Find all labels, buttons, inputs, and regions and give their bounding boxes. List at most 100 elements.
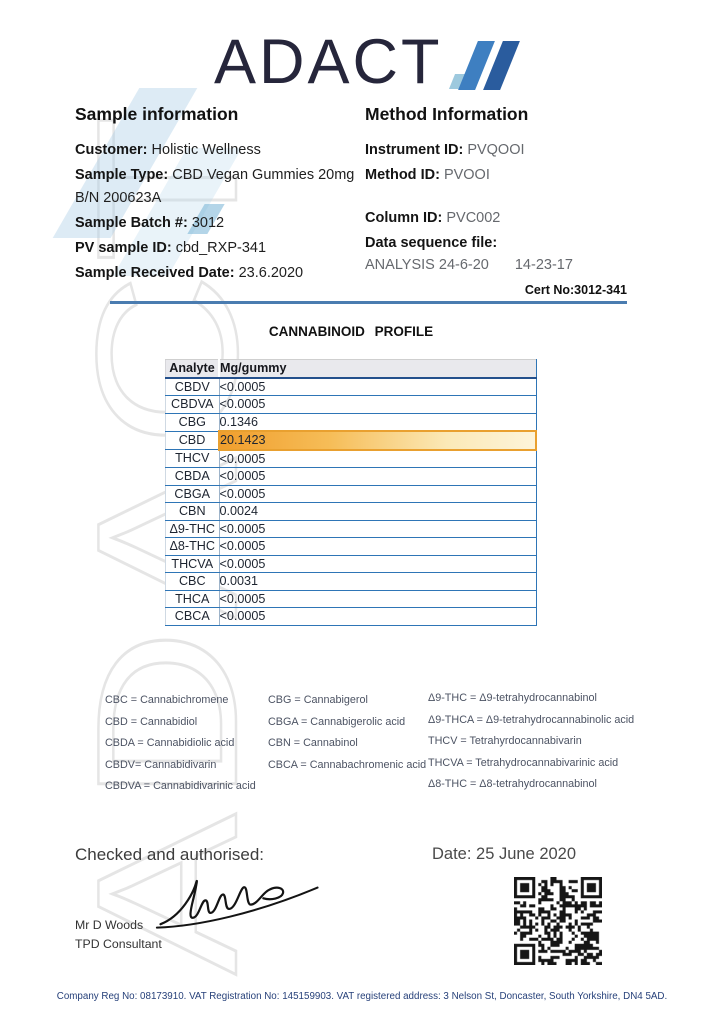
value-cell: <0.0005 xyxy=(219,555,537,573)
table-row: CBGA <0.0005 xyxy=(165,485,537,503)
value-cell: <0.0005 xyxy=(219,537,537,556)
method-information-fields-top: Instrument ID: PVQOOI Method ID: PVOOI xyxy=(365,139,665,187)
adact-logo-text: ADACT xyxy=(214,27,443,97)
field-label: Sample Received Date: xyxy=(75,265,235,281)
method-information-fields-bottom: Column ID: PVC002 Data sequence file: xyxy=(365,207,665,255)
legend-item: CBN = Cannabinol xyxy=(268,737,358,749)
field-label: Data sequence file: xyxy=(365,235,498,251)
legend-column: CBG = Cannabigerol CBGA = Cannabigerolic … xyxy=(268,690,426,776)
data-sequence-file-line: ANALYSIS 24-6-20 14-23-17 xyxy=(365,257,665,273)
legend-item: THCV = Tetrahyrdocannabivarin xyxy=(428,735,582,747)
mg-gummy-column-header: Mg/gummy xyxy=(219,359,537,379)
value-cell: 0.1346 xyxy=(219,413,537,432)
signatory-name: Mr D Woods xyxy=(75,918,144,932)
analyte-cell: Δ9-THC xyxy=(165,520,220,538)
table-row: CBN 0.0024 xyxy=(165,502,537,521)
analyte-cell: THCVA xyxy=(165,555,220,573)
field-value: PVQOOI xyxy=(467,142,525,158)
table-header-row: Analyte Mg/gummy xyxy=(165,359,537,379)
analyte-cell: THCV xyxy=(165,449,220,468)
info-field: Instrument ID: PVQOOI xyxy=(365,139,665,162)
info-field: Sample Received Date: 23.6.2020 xyxy=(75,262,375,285)
field-label: Customer: xyxy=(75,142,148,158)
field-label: Instrument ID: xyxy=(365,142,464,158)
value-cell: 0.0031 xyxy=(219,572,537,591)
signature-icon xyxy=(155,879,319,929)
field-value: 23.6.2020 xyxy=(238,265,304,281)
legend-column: Δ9-THC = Δ9-tetrahydrocannabinol Δ9-THCA … xyxy=(428,688,634,796)
method-information-section: Method Information Instrument ID: PVQOOI… xyxy=(365,104,665,273)
field-value: PVOOI xyxy=(443,167,490,183)
field-value: 3012 xyxy=(191,215,225,231)
table-row: CBCA <0.0005 xyxy=(165,607,537,626)
table-row: THCA <0.0005 xyxy=(165,590,537,608)
legend-item: CBG = Cannabigerol xyxy=(268,694,368,706)
field-label: Sample Batch #: xyxy=(75,215,188,231)
value-cell: <0.0005 xyxy=(219,590,537,608)
analyte-cell: Δ8-THC xyxy=(165,537,220,556)
analyte-cell: CBGA xyxy=(165,485,220,503)
info-field: Sample Batch #: 3012 xyxy=(75,212,375,235)
analyte-cell: CBDVA xyxy=(165,395,220,414)
analyte-table-body: CBDV <0.0005 CBDVA <0.0005 CBG 0.1346 CBD 20.14… xyxy=(165,377,537,626)
field-label: Sample Type: xyxy=(75,167,169,183)
info-field: Data sequence file: xyxy=(365,232,665,255)
legend-item: CBDVA = Cannabidivarinic acid xyxy=(105,780,256,792)
table-row: CBDA <0.0005 xyxy=(165,467,537,486)
analyte-column-header: Analyte xyxy=(165,359,220,379)
sample-information-section: Sample information Customer: Holistic We… xyxy=(75,104,375,287)
value-cell: <0.0005 xyxy=(219,395,537,414)
table-row: Δ9-THC <0.0005 xyxy=(165,520,537,538)
info-field: Sample Type: CBD Vegan Gummies 20mg B/N … xyxy=(75,164,375,210)
analyte-cell: CBCA xyxy=(165,607,220,626)
legend-item: CBD = Cannabidiol xyxy=(105,715,198,728)
analyte-cell: CBG xyxy=(165,413,220,432)
sample-information-fields: Customer: Holistic Wellness Sample Type: … xyxy=(75,139,375,285)
cannabinoid-profile-table: Analyte Mg/gummy CBDV <0.0005 CBDVA <0.0005… xyxy=(165,359,537,626)
cannabinoid-profile-title: CANNABINOID PROFILE xyxy=(268,324,434,339)
sequence-file-name: ANALYSIS 24-6-20 xyxy=(365,257,489,273)
legend-item: Δ9-THC = Δ9-tetrahydrocannabinol xyxy=(428,692,597,704)
table-row: CBD 20.1423 xyxy=(165,430,537,451)
table-row: THCV <0.0005 xyxy=(165,449,537,468)
table-row: CBG 0.1346 xyxy=(165,413,537,432)
table-row: CBC 0.0031 xyxy=(165,572,537,591)
field-value: Holistic Wellness xyxy=(151,142,261,158)
qr-code-icon xyxy=(514,877,602,965)
company-registration-footer: Company Reg No: 08173910. VAT Registrati… xyxy=(56,991,668,1002)
value-cell: 20.1423 xyxy=(218,430,537,451)
legend-item: CBC = Cannabichromene xyxy=(105,694,229,706)
legend-item: CBGA = Cannabigerolic acid xyxy=(268,715,406,728)
info-field: Column ID: PVC002 xyxy=(365,207,665,230)
analyte-cell: CBC xyxy=(165,572,220,591)
info-field: Method ID: PVOOI xyxy=(365,164,665,187)
signatory-role: TPD Consultant xyxy=(75,937,162,951)
sample-information-title: Sample information xyxy=(75,104,239,124)
field-value: PVC002 xyxy=(446,210,501,226)
legend-item: Δ9-THCA = Δ9-tetrahydrocannabinolic acid xyxy=(428,713,635,726)
table-row: Δ8-THC <0.0005 xyxy=(165,537,537,556)
legend-item: Δ8-THC = Δ8-tetrahydrocannabinol xyxy=(428,778,597,790)
legend-item: THCVA = Tetrahydrocannabivarinic acid xyxy=(428,756,619,769)
value-cell: <0.0005 xyxy=(219,377,537,396)
date-label: Date: 25 June 2020 xyxy=(432,845,577,863)
value-cell: <0.0005 xyxy=(219,467,537,486)
field-value: CBD Vegan Gummies 20mg B/N 200623A xyxy=(75,167,355,206)
legend-item: CBDV= Cannabidivarin xyxy=(105,758,217,771)
method-information-title: Method Information xyxy=(365,104,529,124)
adact-logo-mark-icon xyxy=(448,41,520,93)
info-field: Customer: Holistic Wellness xyxy=(75,139,375,162)
table-row: CBDV <0.0005 xyxy=(165,377,537,396)
analyte-cell: CBDA xyxy=(165,467,220,486)
value-cell: 0.0024 xyxy=(219,502,537,521)
table-row: CBDVA <0.0005 xyxy=(165,395,537,414)
checked-authorised-label: Checked and authorised: xyxy=(75,845,265,864)
analyte-cell: THCA xyxy=(165,590,220,608)
field-label: Method ID: xyxy=(365,167,440,183)
value-cell: <0.0005 xyxy=(219,607,537,626)
legend-item: CBDA = Cannabidiolic acid xyxy=(105,737,235,749)
analyte-cell: CBD xyxy=(165,431,220,450)
field-value: cbd_RXP-341 xyxy=(175,240,267,256)
value-cell: <0.0005 xyxy=(219,485,537,503)
